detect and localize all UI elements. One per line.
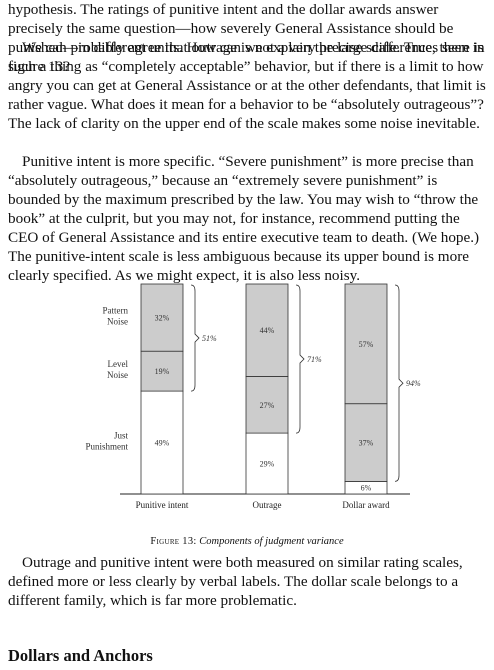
paragraph-1: hypothesis. The ratings of punitive inte… xyxy=(8,1,485,75)
bar-segment-level-noise xyxy=(140,350,184,392)
segment-value-label: 19% xyxy=(155,367,170,376)
noise-bracket xyxy=(394,284,404,482)
component-row-label: Pattern xyxy=(103,306,129,316)
bracket-total-label: 94% xyxy=(406,379,421,388)
bracket-total-label: 51% xyxy=(202,334,217,343)
category-label: Outrage xyxy=(253,500,282,510)
bar-segment-level-noise xyxy=(344,403,388,482)
segment-value-label: 27% xyxy=(260,401,275,410)
segment-value-label: 37% xyxy=(359,439,374,448)
segment-value-label: 57% xyxy=(359,340,374,349)
paragraph-3: Punitive intent is more specific. “Sever… xyxy=(8,153,480,284)
noise-bracket xyxy=(190,284,200,392)
segment-value-label: 44% xyxy=(260,326,275,335)
judgment-variance-chart: 49% 19% 32% Punitive intent 51% 29% 27% 44% Outr… xyxy=(85,283,421,510)
figure-label: Figure 13: xyxy=(150,536,197,547)
segment-value-label: 29% xyxy=(260,460,275,469)
component-row-label: Punishment xyxy=(85,442,128,452)
paragraph-2: We can probably agree that outrage is no… xyxy=(8,39,486,132)
bar-segment-just-punishment xyxy=(140,390,184,495)
segment-value-label: 32% xyxy=(155,314,170,323)
paragraph-4: Outrage and punitive intent were both me… xyxy=(8,554,463,609)
section-heading: Dollars and Anchors xyxy=(8,646,153,665)
segment-value-label: 49% xyxy=(155,439,170,448)
category-label: Dollar award xyxy=(342,500,390,510)
bracket-total-label: 71% xyxy=(307,355,322,364)
component-row-label: Just xyxy=(114,431,129,441)
category-label: Punitive intent xyxy=(136,500,189,510)
bar-segment-pattern-noise xyxy=(245,283,289,377)
bar-segment-pattern-noise xyxy=(140,283,184,352)
figure-title: Components of judgment variance xyxy=(199,536,344,547)
component-row-label: Level xyxy=(108,359,129,369)
noise-bracket xyxy=(295,284,305,434)
segment-value-label: 6% xyxy=(361,484,372,493)
figure-caption: Figure 13: Components of judgment varian… xyxy=(0,536,494,547)
component-row-label: Noise xyxy=(107,370,128,380)
bar-segment-pattern-noise xyxy=(344,283,388,405)
component-row-label: Noise xyxy=(107,317,128,327)
